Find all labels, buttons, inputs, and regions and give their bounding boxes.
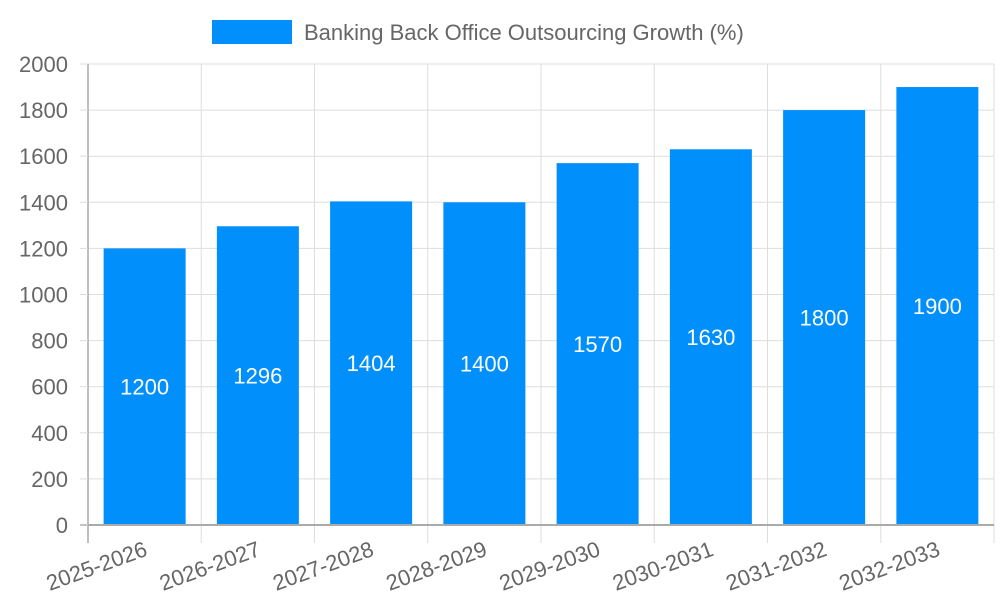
bar-value-label: 1296 [233,364,282,389]
y-tick-label: 1600 [19,144,68,169]
bar[interactable] [896,87,979,526]
bar-value-label: 1630 [686,325,735,350]
bar[interactable] [216,226,299,525]
x-axis-ticks: 2025-2026 2026-2027 2027-2028 2028-2029 2029… [43,536,943,595]
y-tick-label: 2000 [19,52,68,77]
y-tick-label: 1400 [19,190,68,215]
axes [80,64,994,543]
bar-value-label: 1404 [347,351,396,376]
bar-value-label: 1200 [120,375,169,400]
bar[interactable] [103,248,186,525]
x-tick-label: 2031-2032 [722,536,829,595]
bars: 1200 1296 1404 1400 1570 1630 1800 1900 [103,87,979,526]
x-tick-label: 2032-2033 [836,536,943,595]
bar-value-label: 1900 [913,294,962,319]
y-tick-label: 0 [56,513,68,538]
legend[interactable]: Banking Back Office Outsourcing Growth (… [212,20,744,45]
x-tick-label: 2026-2027 [156,536,263,595]
y-tick-label: 400 [31,421,68,446]
x-tick-label: 2030-2031 [609,536,716,595]
bar[interactable] [669,149,752,525]
y-tick-label: 200 [31,467,68,492]
bar-value-label: 1400 [460,352,509,377]
bar-value-label: 1800 [800,306,849,331]
bar[interactable] [783,110,866,525]
x-tick-label: 2025-2026 [43,536,150,595]
bar[interactable] [443,202,526,526]
y-tick-label: 800 [31,329,68,354]
y-tick-label: 1800 [19,98,68,123]
legend-swatch [212,20,292,44]
y-tick-label: 1200 [19,236,68,261]
bar[interactable] [330,201,413,526]
bar-value-label: 1570 [573,332,622,357]
y-tick-label: 1000 [19,283,68,308]
y-tick-label: 600 [31,375,68,400]
bar[interactable] [556,163,639,526]
x-tick-label: 2027-2028 [269,536,376,595]
legend-label: Banking Back Office Outsourcing Growth (… [304,20,744,45]
x-tick-label: 2028-2029 [383,536,490,595]
x-tick-label: 2029-2030 [496,536,603,595]
y-axis-ticks: 0 200 400 600 800 1000 1200 1400 1600 1800 2000 [19,52,88,538]
